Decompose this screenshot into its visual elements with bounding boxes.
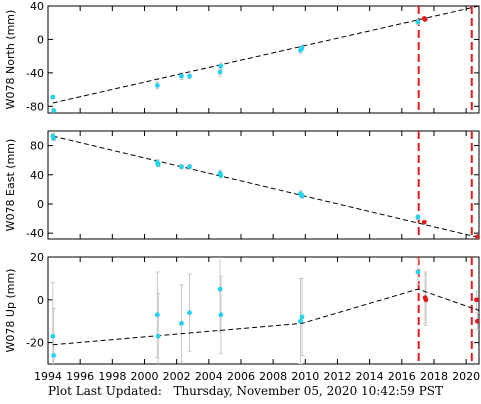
north-ytick-label: 40 [30,0,44,13]
up-recent-point [474,318,479,324]
up-xtick-label: 2018 [420,370,448,383]
north-data-point [187,73,192,79]
up-data-point [154,312,160,318]
north-data-point [299,45,305,51]
up-xtick-label: 2014 [356,370,384,383]
up-xtick-label: 2004 [195,370,223,383]
east-plot-frame [47,130,480,240]
north-data-point [218,63,224,69]
footer-timestamp: Thursday, November 05, 2020 10:42:59 PST [173,384,444,398]
up-data-point [299,314,305,320]
east-data-point [415,214,421,220]
up-xtick-label: 2008 [259,370,287,383]
up-trend-line [52,288,479,346]
east-data-point [51,135,57,141]
up-ytick-label: 0 [37,294,44,307]
up-xtick-label: 2006 [227,370,255,383]
up-plot-frame [47,256,480,365]
east-data-point [299,193,305,199]
up-data-point [415,269,421,275]
up-ytick-label: 20 [30,251,44,264]
east-ylabel: W078 East (mm) [4,139,17,232]
east-recent-point [421,219,427,225]
up-xtick-label: 1996 [66,370,94,383]
footer-label: Plot Last Updated: [48,384,162,398]
north-data-point [415,19,421,25]
up-data-point [187,310,192,316]
east-ytick-label: 0 [37,198,44,211]
up-xtick-label: 1994 [34,370,62,383]
north-panel: -80 -40 0 40 W078 North (mm) [4,0,480,114]
north-ytick-label: -80 [26,100,44,113]
east-panel: -40 0 40 80 W078 East (mm) [4,130,480,240]
north-data-point [179,73,184,79]
north-ylabel: W078 North (mm) [4,10,17,110]
north-trend-line [52,6,479,104]
plot-last-updated: Plot Last Updated: Thursday, November 05… [48,384,443,398]
up-recent-point [474,297,479,303]
up-xtick-label: 2012 [323,370,351,383]
up-data-area [50,257,479,364]
east-ytick-label: -40 [26,227,44,240]
up-data-point [50,333,56,339]
north-ytick-label: -40 [26,67,44,80]
east-ytick-label: 80 [30,140,44,153]
east-data-point [155,162,161,167]
north-data-point [154,83,160,88]
up-panel: -20 0 20 1994 1996 1998 2000 2002 2004 2006 2008 20… [4,251,480,383]
east-data-point [218,173,224,178]
up-xtick-label: 2010 [291,370,319,383]
up-data-point [155,333,161,339]
up-ytick-label: -20 [26,337,44,350]
north-data-area [50,6,479,113]
east-data-point [187,164,192,170]
up-xtick-label: 1998 [98,370,126,383]
north-plot-frame [47,5,480,114]
up-xtick-label: 2002 [163,370,191,383]
north-data-point [51,108,57,113]
up-xtick-label: 2000 [130,370,158,383]
north-recent-point [422,16,428,22]
up-ylabel: W078 Up (mm) [4,269,17,353]
east-data-area [50,131,479,239]
north-data-point [217,69,223,75]
north-data-point [50,94,56,100]
up-data-point [218,312,224,318]
up-xtick-label: 2016 [388,370,416,383]
up-recent-point [423,297,429,303]
east-trend-line [52,135,479,239]
up-data-point [51,353,57,358]
up-data-point [217,286,223,292]
up-xtick-label: 2020 [452,370,480,383]
east-ytick-label: 40 [30,169,44,182]
up-data-point [179,320,184,326]
east-recent-point [474,234,479,239]
north-ytick-label: 0 [37,33,44,46]
east-data-point [179,164,184,170]
up-data-point [298,318,303,324]
